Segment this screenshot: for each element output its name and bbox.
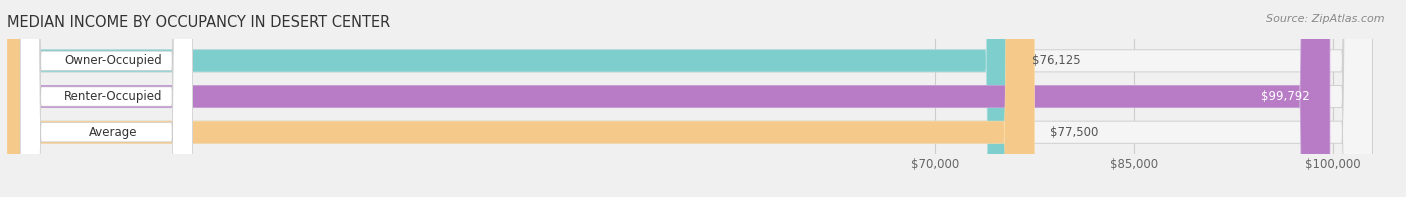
FancyBboxPatch shape	[7, 0, 1017, 197]
FancyBboxPatch shape	[7, 0, 1330, 197]
Text: Average: Average	[89, 126, 138, 139]
Text: $99,792: $99,792	[1261, 90, 1310, 103]
FancyBboxPatch shape	[20, 0, 193, 197]
Text: Owner-Occupied: Owner-Occupied	[65, 54, 162, 67]
FancyBboxPatch shape	[7, 0, 1372, 197]
FancyBboxPatch shape	[7, 0, 1372, 197]
Text: Source: ZipAtlas.com: Source: ZipAtlas.com	[1267, 14, 1385, 24]
Text: MEDIAN INCOME BY OCCUPANCY IN DESERT CENTER: MEDIAN INCOME BY OCCUPANCY IN DESERT CEN…	[7, 15, 391, 30]
FancyBboxPatch shape	[20, 0, 193, 197]
Text: $76,125: $76,125	[1032, 54, 1081, 67]
Text: Renter-Occupied: Renter-Occupied	[63, 90, 162, 103]
FancyBboxPatch shape	[20, 0, 193, 197]
FancyBboxPatch shape	[7, 0, 1372, 197]
FancyBboxPatch shape	[7, 0, 1035, 197]
Text: $77,500: $77,500	[1050, 126, 1098, 139]
